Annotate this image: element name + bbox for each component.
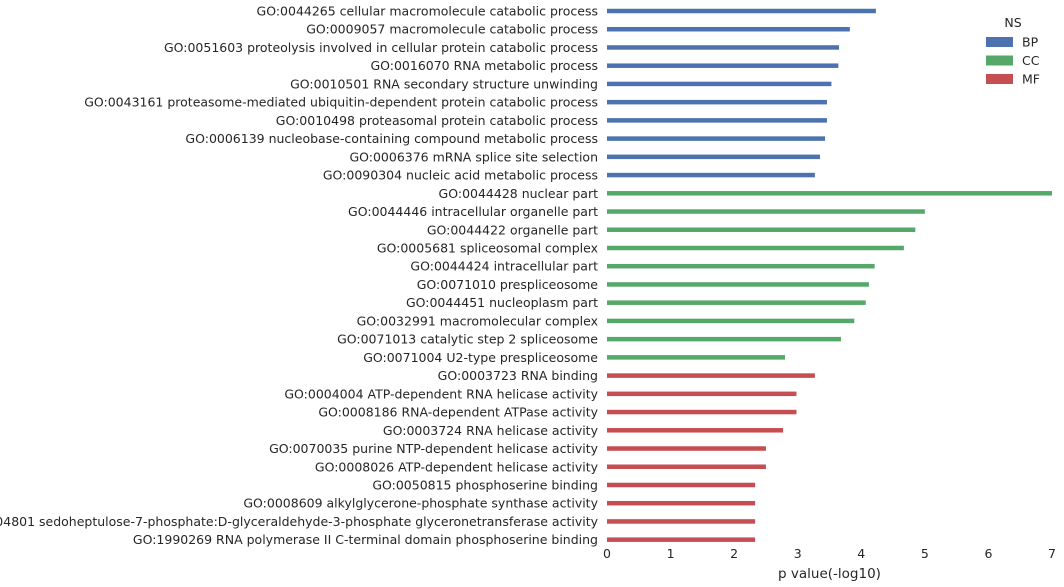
category-label: GO:0004801 sedoheptulose-7-phosphate:D-g… — [0, 514, 599, 529]
category-label: GO:0071013 catalytic step 2 spliceosome — [337, 332, 598, 347]
bar-13 — [607, 245, 904, 251]
bars-group — [607, 8, 1052, 542]
category-label: GO:0008186 RNA-dependent ATPase activity — [318, 405, 598, 420]
bar-20 — [607, 373, 815, 378]
category-label: GO:0010501 RNA secondary structure unwin… — [290, 76, 598, 91]
category-label: GO:0050815 phosphoserine binding — [372, 477, 598, 492]
category-label: GO:0044422 organelle part — [427, 222, 598, 237]
x-tick-label: 7 — [1048, 546, 1056, 561]
bar-19 — [607, 355, 785, 360]
bar-18 — [607, 336, 841, 342]
bar-24 — [607, 446, 766, 451]
x-tick-label: 0 — [603, 546, 611, 561]
bar-14 — [607, 263, 875, 269]
bar-1 — [607, 26, 850, 32]
category-label: GO:0044265 cellular macromolecule catabo… — [257, 4, 598, 19]
bar-12 — [607, 227, 916, 233]
category-label: GO:0044446 intracellular organelle part — [348, 204, 598, 219]
bar-0 — [607, 8, 876, 14]
category-label: GO:0051603 proteolysis involved in cellu… — [164, 40, 598, 55]
legend-label-mf: MF — [1022, 72, 1040, 87]
x-tick-label: 2 — [730, 546, 738, 561]
category-label: GO:0090304 nucleic acid metabolic proces… — [323, 168, 598, 183]
bar-7 — [607, 136, 826, 141]
category-label: GO:0071010 prespliceosome — [417, 277, 599, 292]
category-label: GO:0009057 macromolecule catabolic proce… — [306, 22, 598, 37]
category-label: GO:0016070 RNA metabolic process — [370, 58, 598, 73]
category-label: GO:1990269 RNA polymerase II C-terminal … — [133, 532, 598, 547]
bar-11 — [607, 209, 925, 214]
bar-10 — [607, 191, 1052, 196]
bar-16 — [607, 300, 866, 305]
x-axis-ticks: 0 1 2 3 4 5 6 7 — [603, 546, 1056, 561]
bar-27 — [607, 500, 756, 506]
legend-title: NS — [1004, 15, 1021, 30]
legend-label-bp: BP — [1022, 35, 1039, 50]
bar-2 — [607, 45, 840, 50]
bar-28 — [607, 519, 756, 524]
bar-25 — [607, 464, 766, 469]
category-labels: GO:0044265 cellular macromolecule catabo… — [0, 4, 599, 548]
category-label: GO:0004004 ATP-dependent RNA helicase ac… — [284, 386, 598, 401]
bar-17 — [607, 318, 855, 324]
category-label: GO:0006376 mRNA splice site selection — [349, 149, 598, 164]
bar-22 — [607, 409, 797, 415]
category-label: GO:0008609 alkylglycerone-phosphate synt… — [243, 496, 598, 511]
category-label: GO:0003723 RNA binding — [438, 368, 598, 383]
category-label: GO:0070035 purine NTP-dependent helicase… — [269, 441, 599, 456]
x-tick-label: 5 — [921, 546, 929, 561]
category-label: GO:0032991 macromolecular complex — [357, 313, 598, 328]
bar-4 — [607, 81, 832, 87]
bar-3 — [607, 63, 839, 68]
bar-15 — [607, 282, 869, 287]
bar-23 — [607, 428, 784, 433]
category-label: GO:0043161 proteasome-mediated ubiquitin… — [84, 95, 598, 110]
x-axis-title: p value(-log10) — [778, 566, 881, 582]
bar-21 — [607, 391, 797, 397]
category-label: GO:0044424 intracellular part — [410, 259, 598, 274]
legend-swatch-bp — [986, 37, 1013, 47]
category-label: GO:0044428 nuclear part — [439, 186, 599, 201]
category-label: GO:0008026 ATP-dependent helicase activi… — [315, 459, 599, 474]
x-tick-label: 4 — [857, 546, 865, 561]
bar-9 — [607, 172, 815, 178]
bar-29 — [607, 537, 756, 542]
x-tick-label: 1 — [667, 546, 675, 561]
category-label: GO:0003724 RNA helicase activity — [383, 423, 599, 438]
legend-swatch-cc — [986, 55, 1013, 66]
category-label: GO:0005681 spliceosomal complex — [377, 240, 598, 255]
category-label: GO:0071004 U2-type prespliceosome — [363, 350, 598, 365]
legend-label-cc: CC — [1022, 53, 1040, 68]
bar-5 — [607, 99, 827, 105]
legend-swatch-mf — [986, 74, 1013, 84]
bar-26 — [607, 482, 756, 488]
bar-6 — [607, 118, 827, 123]
category-label: GO:0010498 proteasomal protein catabolic… — [276, 113, 598, 128]
category-label: GO:0006139 nucleobase-containing compoun… — [185, 131, 598, 146]
x-tick-label: 3 — [794, 546, 802, 561]
category-label: GO:0044451 nucleoplasm part — [406, 295, 598, 310]
legend: NS BP CC MF — [986, 15, 1040, 87]
x-tick-label: 6 — [984, 546, 992, 561]
bar-8 — [607, 154, 820, 160]
